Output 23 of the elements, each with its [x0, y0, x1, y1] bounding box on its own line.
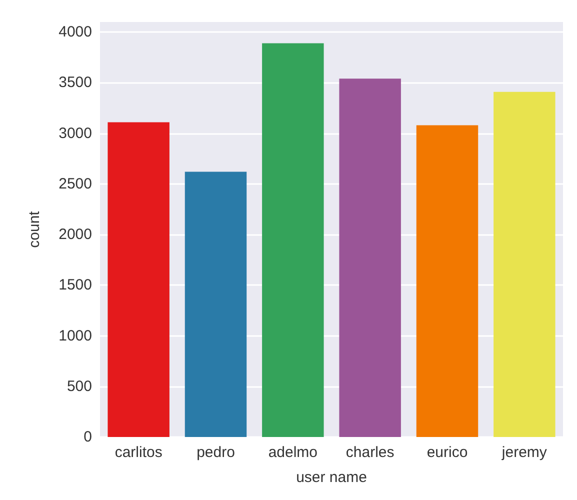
y-axis-title: count	[26, 210, 43, 248]
y-tick-label: 0	[84, 428, 92, 446]
x-tick-label: charles	[346, 444, 394, 461]
y-tick-label: 1000	[58, 327, 92, 344]
x-axis-title: user name	[296, 469, 367, 486]
x-tick-label: pedro	[196, 444, 235, 461]
y-tick-label: 2500	[58, 175, 92, 192]
y-tick-label: 1500	[58, 276, 92, 294]
y-tick-label: 500	[66, 378, 92, 395]
x-tick-label: carlitos	[114, 444, 162, 461]
x-tick-label: eurico	[426, 444, 468, 461]
bar	[108, 122, 170, 437]
x-tick-label: jeremy	[500, 444, 548, 461]
bar	[494, 92, 556, 437]
y-tick-label: 3000	[58, 124, 92, 142]
x-tick-label: adelmo	[268, 444, 318, 461]
bar	[339, 78, 401, 437]
bar	[262, 43, 324, 437]
bar	[184, 172, 247, 437]
y-tick-label: 2000	[58, 226, 92, 244]
y-tick-label: 3500	[58, 74, 92, 92]
y-tick-label: 4000	[58, 24, 92, 41]
bar	[416, 125, 478, 437]
